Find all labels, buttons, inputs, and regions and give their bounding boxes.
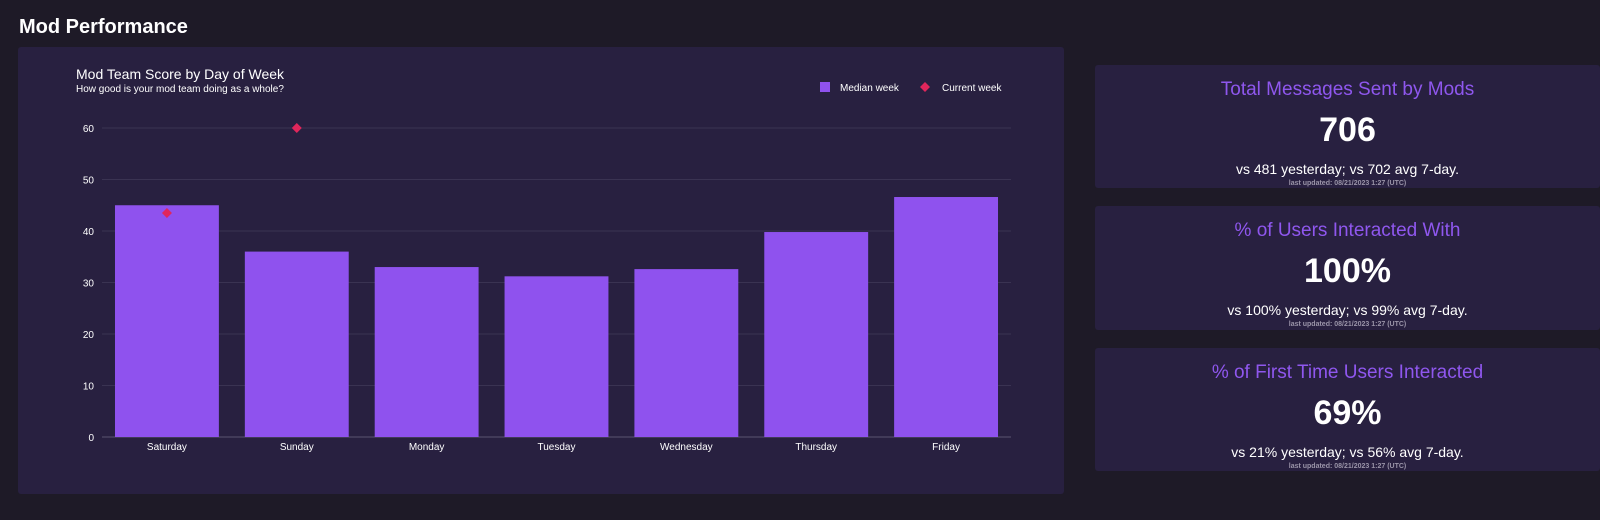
stat-title: Total Messages Sent by Mods [1220, 79, 1475, 100]
chart-subtitle: How good is your mod team doing as a who… [76, 84, 284, 95]
legend-swatch-median [820, 82, 830, 92]
y-tick-label: 60 [83, 124, 95, 135]
stat-title: % of Users Interacted With [1234, 220, 1461, 241]
legend-label-current: Current week [942, 83, 1002, 94]
x-tick-label: Sunday [280, 442, 314, 453]
stat-last-updated: last updated: 08/21/2023 1:27 (UTC) [1288, 463, 1407, 470]
chart-card: Mod Team Score by Day of Week How good i… [18, 47, 1064, 494]
marker-current-saturday [161, 207, 172, 218]
y-tick-label: 40 [83, 227, 95, 238]
stat-card-messages: Total Messages Sent by Mods 706 vs 481 y… [1095, 65, 1600, 188]
bar-monday [374, 267, 479, 437]
stat-card-users-interacted: % of Users Interacted With 100% vs 100% … [1095, 206, 1600, 330]
y-tick-label: 10 [83, 382, 95, 393]
x-tick-label: Wednesday [660, 442, 713, 453]
stat-card-first-time-users: % of First Time Users Interacted 69% vs … [1095, 348, 1600, 471]
chart-legend: Median week Current week [820, 82, 1002, 94]
stat-comparison: vs 21% yesterday; vs 56% avg 7-day. [1231, 444, 1464, 460]
x-tick-label: Monday [409, 442, 445, 453]
stat-value: 706 [1319, 111, 1376, 149]
y-tick-label: 50 [83, 176, 95, 187]
page-title: Mod Performance [19, 16, 188, 38]
bar-saturday [114, 205, 219, 437]
bar-sunday [244, 251, 349, 437]
stat-comparison: vs 100% yesterday; vs 99% avg 7-day. [1227, 302, 1468, 318]
x-tick-label: Tuesday [538, 442, 576, 453]
bar-thursday [764, 232, 869, 437]
y-tick-label: 20 [83, 330, 95, 341]
bar-wednesday [634, 269, 739, 437]
bar-friday [894, 197, 999, 437]
x-tick-label: Thursday [795, 442, 837, 453]
stat-last-updated: last updated: 08/21/2023 1:27 (UTC) [1288, 321, 1407, 328]
stat-last-updated: last updated: 08/21/2023 1:27 (UTC) [1288, 180, 1407, 187]
stat-value: 69% [1313, 394, 1382, 432]
chart-title: Mod Team Score by Day of Week [76, 66, 285, 82]
legend-label-median: Median week [840, 83, 900, 94]
stat-value: 100% [1304, 252, 1391, 290]
stat-title: % of First Time Users Interacted [1211, 362, 1484, 383]
x-tick-label: Friday [932, 442, 960, 453]
y-tick-label: 30 [83, 279, 95, 290]
marker-current-sunday [291, 123, 302, 133]
legend-swatch-current [920, 82, 930, 92]
stat-comparison: vs 481 yesterday; vs 702 avg 7-day. [1235, 161, 1460, 177]
x-tick-label: Saturday [147, 442, 187, 453]
score-chart: Mod Team Score by Day of Week How good i… [76, 66, 1011, 453]
y-tick-label: 0 [88, 433, 94, 444]
bar-tuesday [504, 276, 609, 437]
